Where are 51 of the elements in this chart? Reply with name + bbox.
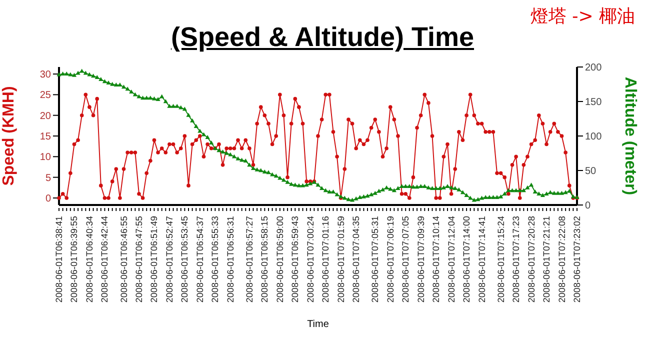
x-tick-label: 2008-06-01T06:52:47: [164, 216, 174, 303]
x-tick-label: 2008-06-01T07:14:00: [462, 216, 472, 303]
x-tick-label: 2008-06-01T06:58:15: [260, 216, 270, 303]
x-tick-label: 2008-06-01T07:05:31: [370, 216, 380, 303]
x-tick-label: 2008-06-01T06:59:00: [274, 216, 285, 303]
x-axis-title: Time: [307, 319, 330, 330]
x-tick-label: 2008-06-01T07:12:04: [446, 216, 456, 303]
x-tick-label: 2008-06-01T07:10:14: [431, 216, 442, 303]
y2-axis-title: Altitude (meter): [621, 76, 638, 196]
x-tick-label: 2008-06-01T07:14:41: [476, 216, 487, 303]
x-tick-label: 2008-06-01T06:40:34: [84, 216, 94, 303]
y-tick-label: 5: [45, 172, 52, 184]
text: 燈塔 -> 椰油: [530, 5, 635, 28]
y-tick-label: 15: [40, 132, 52, 143]
x-tick-label: 2008-06-01T06:56:31: [225, 216, 236, 303]
x-tick-label: 2008-06-01T06:53:45: [180, 216, 190, 303]
x-tick-label: 2008-06-01T06:57:27: [244, 216, 254, 303]
x-tick-label: 2008-06-01T07:00:24: [305, 216, 316, 303]
y-tick-label: 10: [40, 152, 52, 164]
y2-tick-label: 100: [585, 132, 602, 143]
x-tick-label: 2008-06-01T07:20:28: [526, 216, 536, 303]
x-tick-label: 2008-06-01T07:01:16: [320, 216, 331, 303]
x-tick-label: 2008-06-01T07:09:39: [416, 216, 426, 303]
x-tick-label: 2008-06-01T06:59:43: [290, 216, 300, 303]
y-tick-label: 30: [40, 70, 52, 81]
chart-title: (Speed & Altitude) Time: [170, 22, 474, 52]
x-tick-label: 2008-06-01T07:04:35: [351, 216, 362, 303]
x-tick-label: 2008-06-01T06:51:49: [149, 216, 160, 303]
y-tick-label: 25: [40, 90, 52, 102]
y2-tick-label: 150: [585, 97, 602, 108]
y-tick-label: 20: [40, 110, 52, 122]
x-tick-label: 2008-06-01T07:15:24: [496, 216, 506, 303]
x-tick-label: 2008-06-01T06:46:55: [118, 216, 129, 303]
x-tick-label: 2008-06-01T07:22:08: [556, 216, 567, 303]
y-tick-label: 0: [45, 194, 52, 205]
y2-tick-label: 200: [585, 62, 602, 74]
x-tick-label: 2008-06-01T06:54:37: [194, 216, 205, 303]
x-tick-label: 2008-06-01T06:38:41: [54, 216, 64, 303]
x-tick-label: 2008-06-01T07:07:05: [400, 216, 411, 303]
x-tick-label: 2008-06-01T06:55:33: [210, 216, 220, 303]
x-tick-label: 2008-06-01T07:06:19: [385, 216, 396, 303]
y2-tick-label: 0: [585, 200, 591, 212]
x-tick-label: 2008-06-01T07:17:23: [511, 216, 522, 303]
x-tick-label: 2008-06-01T06:47:55: [134, 216, 144, 303]
y2-tick-label: 50: [585, 166, 597, 178]
x-tick-label: 2008-06-01T07:21:21: [542, 216, 552, 303]
x-tick-label: 2008-06-01T07:01:59: [336, 216, 346, 303]
x-tick-label: 2008-06-01T06:42:44: [100, 216, 110, 303]
y-axis-title: Speed (KMH): [0, 86, 18, 186]
x-tick-label: 2008-06-01T07:23:02: [572, 216, 582, 303]
x-tick-label: 2008-06-01T06:39:55: [69, 216, 80, 303]
